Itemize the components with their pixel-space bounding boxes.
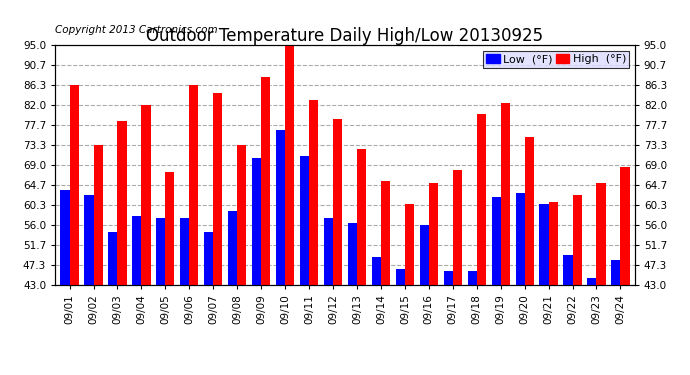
Bar <box>396 269 405 285</box>
Bar <box>180 218 189 285</box>
Bar <box>549 202 558 285</box>
Bar <box>156 218 166 285</box>
Bar <box>405 204 414 285</box>
Bar <box>285 45 294 285</box>
Title: Outdoor Temperature Daily High/Low 20130925: Outdoor Temperature Daily High/Low 20130… <box>146 27 544 45</box>
Bar <box>300 156 309 285</box>
Bar <box>141 105 150 285</box>
Bar <box>70 85 79 285</box>
Bar <box>324 218 333 285</box>
Bar <box>420 225 428 285</box>
Bar <box>84 195 94 285</box>
Bar <box>620 167 629 285</box>
Bar <box>564 255 573 285</box>
Bar <box>309 100 318 285</box>
Bar <box>213 93 222 285</box>
Bar <box>237 145 246 285</box>
Bar <box>372 257 381 285</box>
Bar <box>94 145 103 285</box>
Bar <box>596 183 606 285</box>
Bar <box>252 158 262 285</box>
Bar <box>444 271 453 285</box>
Legend: Low  (°F), High  (°F): Low (°F), High (°F) <box>483 51 629 68</box>
Bar <box>611 260 620 285</box>
Bar <box>453 170 462 285</box>
Bar <box>381 181 390 285</box>
Bar <box>108 232 117 285</box>
Bar <box>117 121 126 285</box>
Bar <box>468 271 477 285</box>
Bar <box>333 119 342 285</box>
Bar <box>428 183 438 285</box>
Bar <box>357 149 366 285</box>
Bar <box>204 232 213 285</box>
Bar <box>515 193 524 285</box>
Bar <box>491 197 501 285</box>
Bar <box>276 130 285 285</box>
Bar <box>61 190 70 285</box>
Bar <box>228 211 237 285</box>
Bar <box>587 278 596 285</box>
Bar <box>166 172 175 285</box>
Bar <box>524 137 534 285</box>
Bar <box>477 114 486 285</box>
Bar <box>540 204 549 285</box>
Bar <box>348 223 357 285</box>
Bar <box>501 103 510 285</box>
Bar <box>189 85 199 285</box>
Bar <box>573 195 582 285</box>
Text: Copyright 2013 Cartronics.com: Copyright 2013 Cartronics.com <box>55 26 218 35</box>
Bar <box>132 216 141 285</box>
Bar <box>262 77 270 285</box>
